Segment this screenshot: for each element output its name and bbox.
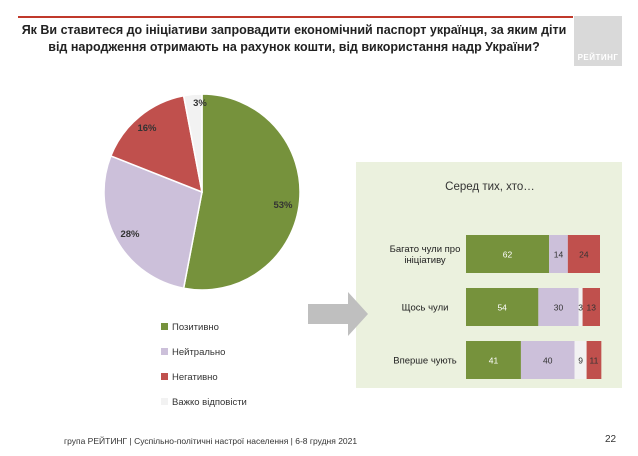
bar-segment bbox=[538, 288, 579, 326]
pie-value-label: 16% bbox=[137, 123, 157, 134]
legend-swatch bbox=[161, 373, 168, 380]
bar-segment bbox=[567, 235, 600, 273]
legend-swatch bbox=[161, 398, 168, 405]
bar-segment bbox=[578, 288, 583, 326]
rating-logo: РЕЙТИНГ bbox=[574, 16, 622, 66]
bar-segment bbox=[586, 341, 602, 379]
pie-value-label: 3% bbox=[193, 98, 207, 109]
bar-chart-title: Серед тих, хто… bbox=[445, 181, 535, 193]
pie-value-label: 28% bbox=[120, 229, 140, 240]
bar-category-label: Вперше чують bbox=[393, 356, 457, 367]
bar-segment bbox=[574, 341, 587, 379]
arrow-icon bbox=[308, 292, 368, 336]
pie-slice-4 bbox=[182, 93, 203, 193]
legend-label: Важко відповісти bbox=[172, 397, 247, 408]
title-rule bbox=[18, 16, 573, 18]
bar-category-label: Багато чули про ініціативу bbox=[390, 244, 461, 266]
bar-segment bbox=[582, 288, 600, 326]
bar-segment bbox=[549, 235, 568, 273]
footer-text: група РЕЙТИНГ | Суспільно-політичні наст… bbox=[64, 436, 358, 446]
legend-swatch bbox=[161, 348, 168, 355]
legend-label: Негативно bbox=[172, 372, 218, 383]
logo-text: РЕЙТИНГ bbox=[577, 53, 619, 62]
bar-data-label: 11 bbox=[590, 356, 599, 366]
bar-data-label: 14 bbox=[554, 250, 564, 260]
pie-slice-3 bbox=[109, 94, 203, 194]
legend-label: Позитивно bbox=[172, 322, 219, 333]
bar-segment bbox=[466, 288, 539, 326]
bar-data-label: 13 bbox=[587, 303, 597, 313]
pie-value-label: 53% bbox=[273, 200, 293, 211]
bar-segment bbox=[520, 341, 575, 379]
bar-data-label: 62 bbox=[503, 250, 513, 260]
bar-data-label: 54 bbox=[497, 303, 507, 313]
bar-data-label: 30 bbox=[554, 303, 564, 313]
page-number: 22 bbox=[605, 434, 617, 445]
legend-swatch bbox=[161, 323, 168, 330]
pie-slice-1 bbox=[182, 93, 301, 291]
bar-data-label: 24 bbox=[579, 250, 589, 260]
bar-data-label: 3 bbox=[578, 303, 583, 313]
pie-slice-2 bbox=[103, 154, 203, 290]
legend-label: Нейтрально bbox=[172, 347, 225, 358]
bar-data-label: 40 bbox=[543, 356, 553, 366]
bar-segment bbox=[466, 341, 521, 379]
bar-segment bbox=[466, 235, 550, 273]
bar-data-label: 9 bbox=[578, 356, 583, 366]
bar-data-label: 41 bbox=[489, 356, 499, 366]
page-title: Як Ви ставитеся до ініціативи запровадит… bbox=[21, 23, 567, 54]
bar-category-label: Щось чули bbox=[402, 303, 449, 314]
